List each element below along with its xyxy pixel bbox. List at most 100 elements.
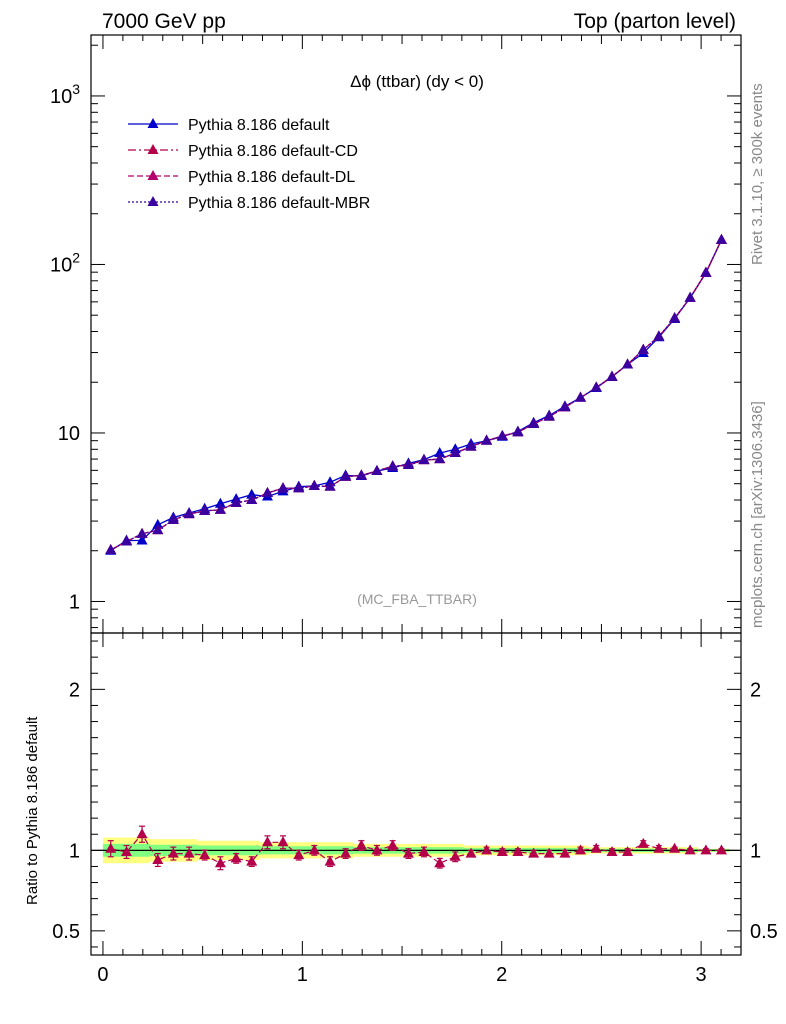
ratio-point xyxy=(340,847,352,858)
ratio-point xyxy=(293,849,305,860)
x-tick-label: 1 xyxy=(297,964,308,986)
data-point xyxy=(590,381,602,392)
legend-marker xyxy=(147,144,159,154)
main-panel: 1 10 102 103 xyxy=(50,34,742,634)
ratio-point xyxy=(543,847,555,858)
legend-label: Pythia 8.186 default xyxy=(188,117,330,134)
data-point xyxy=(669,312,681,323)
ratio-point xyxy=(496,845,508,856)
ratio-point xyxy=(622,845,634,856)
data-point xyxy=(434,453,446,464)
ratio-point xyxy=(434,857,446,868)
x-tick-label: 2 xyxy=(496,964,507,986)
ratio-point xyxy=(371,844,383,855)
ratio-point xyxy=(324,855,336,866)
data-point xyxy=(559,401,571,412)
data-point xyxy=(543,410,555,421)
data-point xyxy=(418,454,430,465)
y-tick-label-right: 1 xyxy=(750,840,761,862)
data-point xyxy=(230,496,242,507)
data-point xyxy=(402,459,414,470)
data-point xyxy=(637,343,649,354)
data-point xyxy=(684,291,696,302)
data-point xyxy=(387,460,399,471)
ratio-frame xyxy=(90,632,742,956)
ratio-point xyxy=(246,855,258,866)
legend-marker xyxy=(147,170,159,180)
data-point xyxy=(481,434,493,445)
data-point xyxy=(105,544,117,555)
legend: Pythia 8.186 default Pythia 8.186 default… xyxy=(128,117,370,212)
legend-marker xyxy=(147,118,159,128)
y-tick-label: 1 xyxy=(69,591,80,613)
ratio-point xyxy=(105,842,117,853)
ratio-point xyxy=(481,844,493,855)
data-point xyxy=(606,370,618,381)
data-point xyxy=(246,494,258,505)
y-tick-label-right: 0.5 xyxy=(750,921,778,943)
ratio-point xyxy=(199,849,211,860)
data-point xyxy=(465,440,477,451)
ratio-point xyxy=(167,847,179,858)
data-point xyxy=(293,482,305,493)
ratio-ylabel: Ratio to Pythia 8.186 default xyxy=(24,716,41,905)
data-point xyxy=(355,469,367,480)
legend-label: Pythia 8.186 default-MBR xyxy=(188,195,370,212)
header-left: 7000 GeV pp xyxy=(102,10,226,33)
data-point xyxy=(528,418,540,429)
header-right: Top (parton level) xyxy=(574,10,736,33)
data-point xyxy=(120,535,132,546)
data-point xyxy=(183,508,195,519)
ratio-point xyxy=(606,845,618,856)
legend-label: Pythia 8.186 default-CD xyxy=(188,143,358,160)
ratio-point xyxy=(230,852,242,863)
ratio-point xyxy=(277,836,289,847)
data-point xyxy=(715,233,727,244)
data-point xyxy=(324,480,336,491)
y-tick-label: 2 xyxy=(69,679,80,701)
y-tick-label: 0.5 xyxy=(52,921,80,943)
data-point xyxy=(434,447,446,458)
ratio-point xyxy=(590,842,602,853)
data-point xyxy=(308,479,320,490)
data-point xyxy=(574,391,586,402)
ratio-point xyxy=(528,847,540,858)
y-tick-label: 103 xyxy=(50,81,80,108)
data-point xyxy=(136,527,148,538)
data-point xyxy=(246,488,258,499)
data-point xyxy=(214,503,226,514)
ratio-point xyxy=(574,844,586,855)
data-point xyxy=(214,497,226,508)
y-tick-label: 10 xyxy=(58,423,80,445)
data-point xyxy=(496,429,508,440)
ratio-point xyxy=(669,842,681,853)
ratio-point xyxy=(387,839,399,850)
data-point xyxy=(622,358,634,369)
data-point xyxy=(449,447,461,458)
data-point xyxy=(261,487,273,498)
ratio-point xyxy=(465,847,477,858)
y-tick-label-right: 2 xyxy=(750,679,761,701)
ratio-point xyxy=(183,847,195,858)
x-tick-label: 3 xyxy=(696,964,707,986)
ratio-point xyxy=(418,845,430,856)
mcplots-label: mcplots.cern.ch [arXiv:1306.3436] xyxy=(749,401,766,628)
legend-label: Pythia 8.186 default-DL xyxy=(188,169,355,186)
ratio-point xyxy=(684,844,696,855)
ratio-point xyxy=(308,844,320,855)
x-tick-label: 0 xyxy=(97,964,108,986)
data-point xyxy=(371,464,383,475)
data-point xyxy=(167,513,179,524)
ratio-line xyxy=(110,833,722,864)
y-tick-label: 102 xyxy=(50,249,80,276)
ratio-point xyxy=(715,844,727,855)
series-line xyxy=(110,239,723,551)
ratio-point xyxy=(512,845,524,856)
legend-marker xyxy=(147,196,159,206)
ratio-point xyxy=(700,844,712,855)
ratio-point xyxy=(136,828,148,839)
watermark: (MC_FBA_TTBAR) xyxy=(357,591,477,607)
y-tick-label: 1 xyxy=(69,840,80,862)
ratio-panel: 0.5 0.5 1 1 2 2 0 1 2 3 xyxy=(52,632,778,986)
